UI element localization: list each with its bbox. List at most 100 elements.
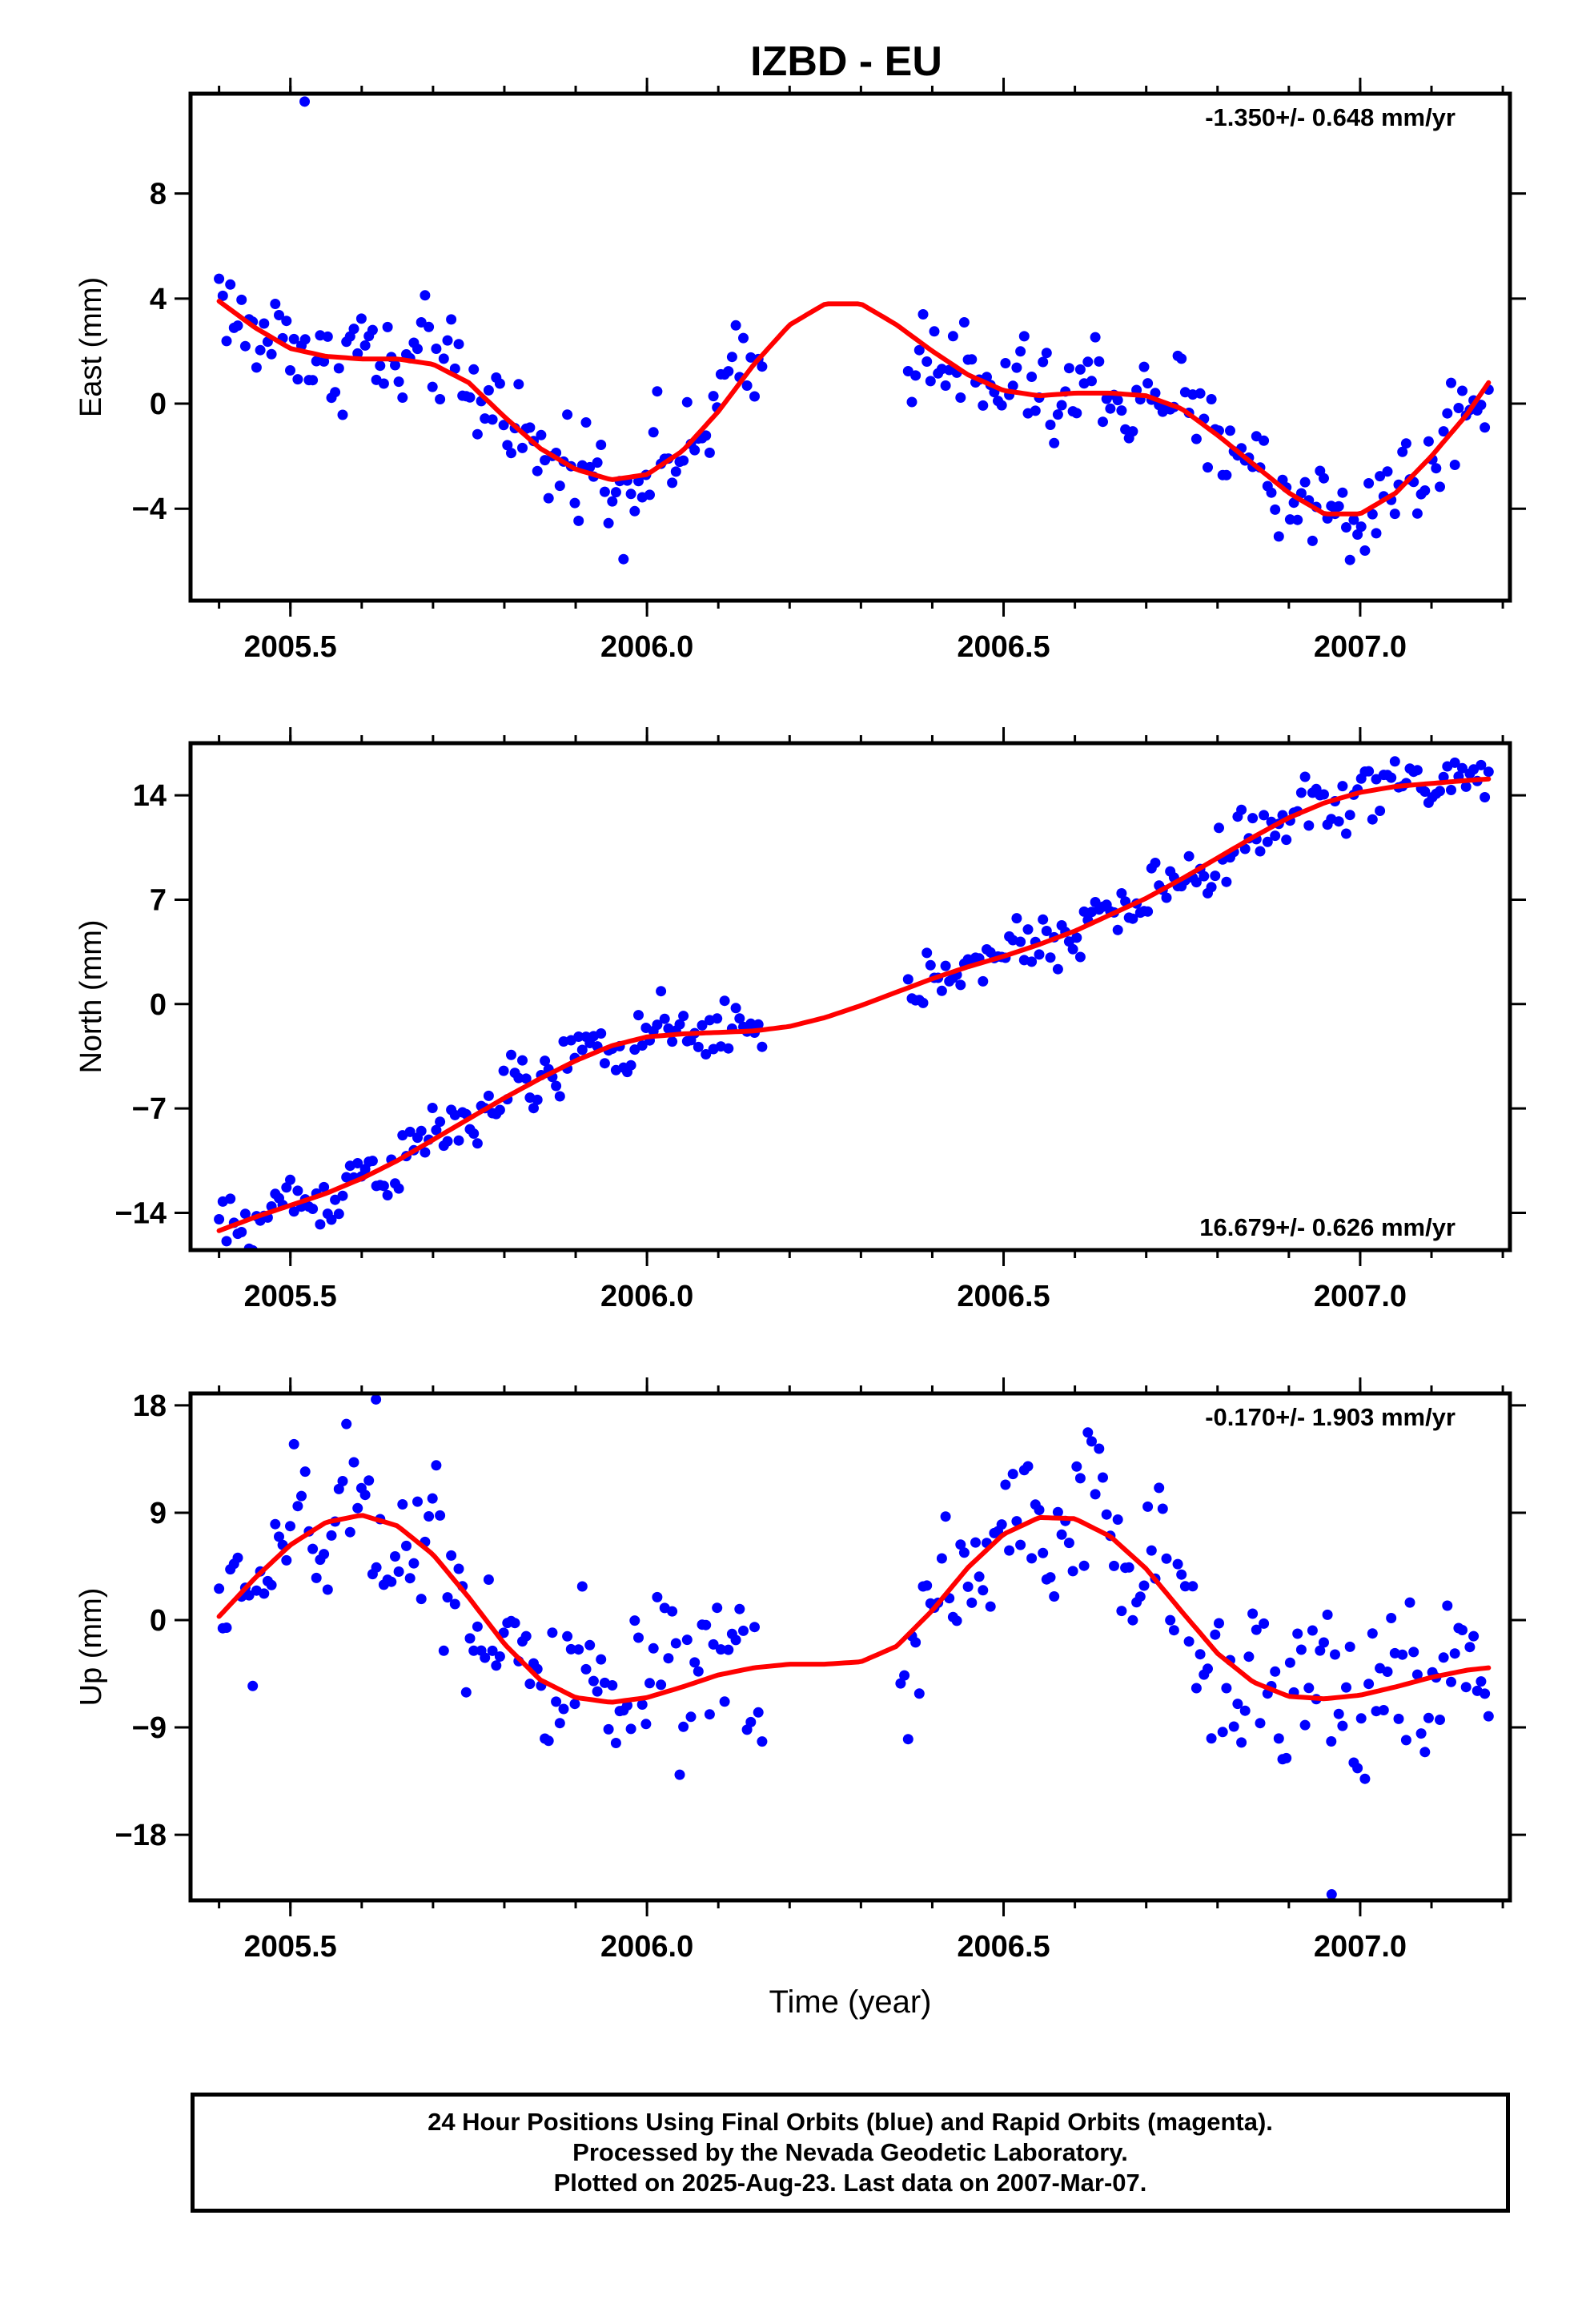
- data-point: [681, 396, 693, 408]
- data-point: [1262, 836, 1273, 847]
- data-point: [397, 1499, 408, 1510]
- data-point: [1142, 1501, 1154, 1512]
- data-point: [1116, 888, 1127, 899]
- data-point: [693, 1041, 704, 1052]
- data-point: [1146, 1545, 1157, 1556]
- data-point: [1344, 554, 1355, 565]
- data-point: [333, 1483, 344, 1494]
- data-point: [292, 1185, 303, 1196]
- data-point: [371, 1562, 382, 1573]
- data-point: [1191, 877, 1202, 888]
- data-point: [1030, 405, 1041, 416]
- data-point: [468, 1128, 480, 1139]
- data-point: [449, 363, 460, 374]
- data-point: [438, 353, 449, 364]
- data-point: [603, 1723, 614, 1735]
- data-point: [1116, 405, 1127, 416]
- data-point: [464, 392, 476, 403]
- data-point: [1078, 906, 1090, 917]
- data-point: [255, 344, 266, 356]
- data-point: [1090, 332, 1101, 343]
- data-point: [431, 1124, 442, 1136]
- data-point: [1299, 771, 1311, 782]
- data-point: [498, 420, 509, 431]
- data-point: [1221, 1683, 1232, 1694]
- data-point: [442, 335, 453, 346]
- data-point: [251, 362, 262, 373]
- y-tick-label: 8: [150, 178, 167, 211]
- data-point: [685, 1711, 697, 1723]
- data-point: [1154, 1482, 1165, 1494]
- data-point: [1348, 514, 1359, 525]
- data-point: [1045, 1572, 1056, 1583]
- data-point: [1236, 804, 1247, 815]
- data-point: [311, 1572, 322, 1583]
- data-point: [517, 442, 528, 453]
- data-point: [1150, 858, 1161, 868]
- x-tick-label: 2005.5: [244, 1280, 337, 1313]
- data-point: [1045, 420, 1056, 430]
- data-point: [648, 427, 659, 438]
- data-point: [1449, 757, 1460, 768]
- data-point: [902, 974, 913, 985]
- data-point: [1142, 378, 1154, 389]
- y-tick-label: 7: [150, 883, 167, 917]
- data-point: [1112, 395, 1123, 406]
- data-point: [1322, 1609, 1333, 1620]
- data-point: [288, 333, 299, 344]
- data-point: [1127, 426, 1138, 437]
- data-point: [352, 1158, 363, 1168]
- data-point: [270, 1518, 281, 1530]
- data-point: [1476, 400, 1487, 411]
- data-point: [1359, 545, 1371, 556]
- data-point: [427, 1103, 438, 1113]
- y-tick-label: −14: [115, 1196, 167, 1230]
- data-point: [906, 396, 917, 408]
- data-point: [1435, 1715, 1445, 1725]
- data-point: [1363, 766, 1375, 777]
- data-point: [1210, 870, 1221, 882]
- data-point: [326, 1214, 337, 1225]
- data-point: [910, 1637, 921, 1648]
- data-point: [483, 1574, 494, 1585]
- data-point: [1375, 806, 1386, 816]
- data-point: [1330, 1649, 1340, 1660]
- data-point: [232, 320, 243, 332]
- data-point: [1015, 346, 1026, 357]
- data-point: [936, 1553, 947, 1564]
- data-point: [596, 440, 607, 450]
- data-point: [940, 960, 951, 971]
- data-point: [618, 553, 629, 565]
- data-point: [1045, 952, 1056, 963]
- data-point: [378, 378, 389, 389]
- data-point: [1446, 785, 1456, 795]
- data-point: [1157, 1503, 1168, 1514]
- data-point: [494, 1651, 505, 1662]
- data-point: [565, 1643, 576, 1655]
- data-point: [1011, 362, 1022, 373]
- data-point: [599, 486, 610, 497]
- data-point: [753, 1019, 764, 1030]
- data-point: [337, 1476, 348, 1486]
- data-point: [528, 1103, 539, 1114]
- data-point: [1251, 1624, 1262, 1635]
- data-point: [1041, 348, 1052, 359]
- data-point: [1176, 353, 1187, 364]
- data-point: [562, 409, 573, 420]
- data-point: [1299, 476, 1311, 488]
- data-point: [348, 324, 359, 335]
- data-point: [1034, 949, 1045, 960]
- data-point: [524, 1679, 536, 1690]
- data-point: [902, 1734, 913, 1745]
- data-point: [401, 1540, 412, 1551]
- data-point: [1247, 813, 1259, 824]
- data-point: [652, 1591, 663, 1602]
- data-point: [1255, 1718, 1266, 1729]
- data-point: [584, 1639, 596, 1651]
- data-point: [958, 317, 970, 328]
- x-axis-label: Time (year): [769, 1984, 932, 2020]
- velocity-rate-label: -0.170+/- 1.903 mm/yr: [1205, 1403, 1456, 1431]
- data-point: [1371, 528, 1382, 539]
- data-point: [1011, 1516, 1022, 1527]
